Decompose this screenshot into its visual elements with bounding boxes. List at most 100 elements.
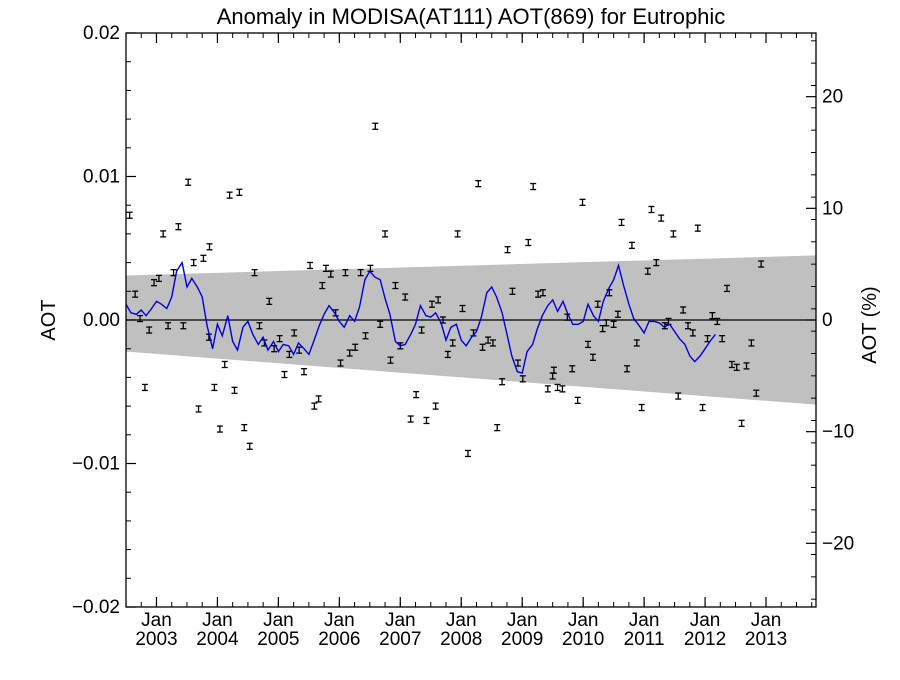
data-point xyxy=(132,290,139,298)
data-point xyxy=(738,419,745,427)
x-tick-year-label: 2012 xyxy=(684,629,726,650)
data-point xyxy=(485,336,492,344)
data-point xyxy=(307,261,314,270)
data-point xyxy=(449,339,456,347)
data-point xyxy=(544,385,551,393)
data-point xyxy=(454,230,461,238)
y-axis-title: AOT xyxy=(38,299,60,340)
data-point xyxy=(689,329,696,337)
data-point xyxy=(246,442,253,450)
data-point xyxy=(402,293,409,301)
y-tick-label: 0.01 xyxy=(83,167,120,188)
data-point xyxy=(585,340,592,349)
data-point xyxy=(714,317,721,326)
data-point xyxy=(550,366,557,374)
data-point xyxy=(327,270,334,278)
data-point xyxy=(423,416,430,425)
data-point xyxy=(535,290,542,298)
data-point xyxy=(251,268,258,277)
data-point xyxy=(758,260,765,268)
x-tick-month-label: Jan xyxy=(446,610,477,631)
y-tick-label: 0.02 xyxy=(83,23,120,44)
data-point xyxy=(624,365,631,373)
x-tick-month-label: Jan xyxy=(690,610,721,631)
data-point xyxy=(661,322,668,330)
x-tick-month-label: Jan xyxy=(324,610,355,631)
data-point xyxy=(554,383,561,392)
y2-tick-label: −20 xyxy=(822,533,854,554)
data-point xyxy=(281,370,288,379)
chart-title: Anomaly in MODISA(AT111) AOT(869) for Eu… xyxy=(217,4,726,29)
data-point xyxy=(610,320,617,328)
data-point xyxy=(211,383,218,392)
data-point xyxy=(653,258,660,267)
data-point xyxy=(231,386,238,394)
data-point xyxy=(387,356,394,364)
data-point xyxy=(151,279,158,287)
data-point xyxy=(525,238,532,247)
data-point xyxy=(407,415,414,423)
data-point xyxy=(155,274,162,283)
y2-tick-label: 20 xyxy=(822,87,843,108)
data-points-group xyxy=(126,122,765,458)
data-point xyxy=(226,191,233,199)
x-tick-year-label: 2004 xyxy=(196,629,239,650)
y2-tick-label: −10 xyxy=(822,422,854,443)
data-point xyxy=(606,289,613,297)
x-tick-month-label: Jan xyxy=(751,610,782,631)
data-point xyxy=(392,281,399,290)
x-tick-month-label: Jan xyxy=(385,610,416,631)
data-point xyxy=(743,362,750,370)
data-point xyxy=(444,350,451,359)
data-point xyxy=(684,322,691,330)
data-point xyxy=(342,268,349,277)
data-point xyxy=(648,205,655,214)
data-point xyxy=(319,281,326,290)
data-point xyxy=(748,339,755,347)
x-tick-year-label: 2003 xyxy=(135,629,177,650)
data-point xyxy=(569,365,576,373)
x-tick-year-label: 2005 xyxy=(257,629,299,650)
data-point xyxy=(266,297,273,305)
data-point xyxy=(241,423,248,432)
data-point xyxy=(146,326,153,334)
data-point xyxy=(141,383,148,392)
data-point xyxy=(459,304,466,313)
data-point xyxy=(195,405,202,413)
data-point xyxy=(670,230,677,238)
x-tick-month-label: Jan xyxy=(507,610,538,631)
y-tick-label: 0.00 xyxy=(83,310,120,331)
data-point xyxy=(362,332,369,340)
data-point xyxy=(337,359,344,367)
data-point xyxy=(519,375,526,383)
data-point xyxy=(165,322,172,330)
x-tick-year-label: 2011 xyxy=(624,629,665,650)
data-point xyxy=(614,310,621,318)
data-point xyxy=(574,396,581,405)
data-point xyxy=(539,289,546,297)
data-point xyxy=(382,230,389,238)
data-point xyxy=(579,198,586,206)
data-point xyxy=(504,246,511,254)
data-point xyxy=(644,267,651,275)
x-tick-year-label: 2009 xyxy=(501,629,543,650)
y-tick-label: −0.02 xyxy=(72,597,120,618)
data-point xyxy=(185,178,192,186)
data-point xyxy=(352,343,359,351)
smoothed-series-line xyxy=(126,260,716,374)
data-point xyxy=(377,320,384,328)
data-point xyxy=(137,314,144,323)
x-tick-year-label: 2010 xyxy=(562,629,604,650)
data-point xyxy=(435,296,442,304)
x-tick-year-label: 2007 xyxy=(379,629,421,650)
data-point xyxy=(618,218,625,227)
data-point xyxy=(559,385,566,393)
data-point xyxy=(357,268,364,277)
x-tick-month-label: Jan xyxy=(141,610,172,631)
data-point xyxy=(190,258,197,267)
data-point xyxy=(291,329,298,337)
data-point xyxy=(464,449,471,458)
data-point xyxy=(372,122,379,130)
data-point xyxy=(418,326,425,334)
